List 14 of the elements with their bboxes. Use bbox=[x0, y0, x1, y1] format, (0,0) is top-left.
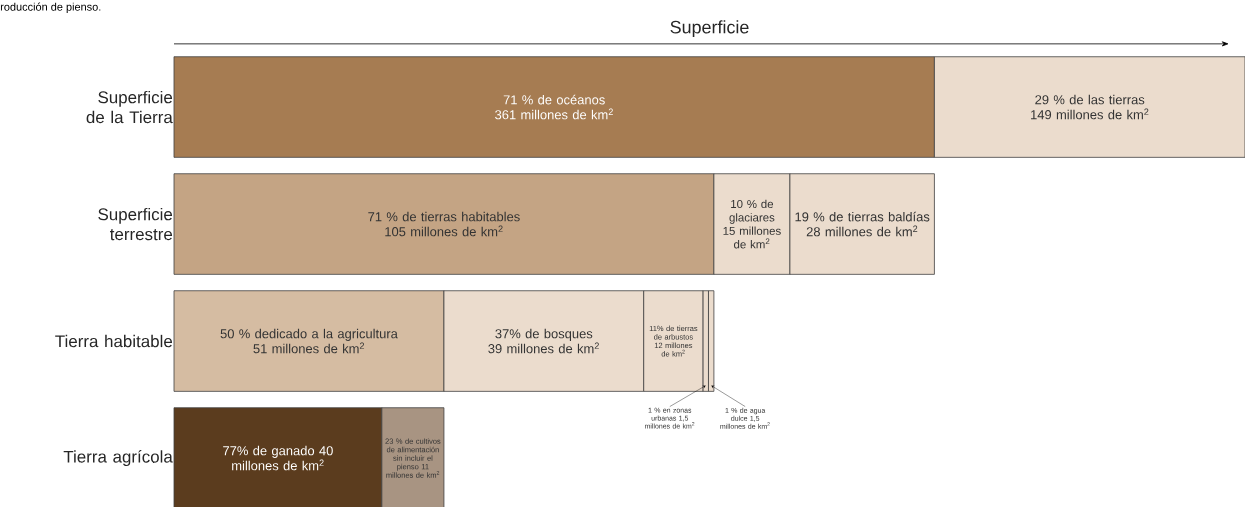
data-label: 29 % de las tierras 149 millones de km$^{2}$ bbox=[1031, 94, 1149, 120]
data-label: 77% de ganado 40 millones de km$^{2}$ bbox=[223, 445, 333, 471]
data-label: 19 % de tierras baldías 28 millones de km$^{2}$ bbox=[795, 211, 930, 237]
data-label: 10 % de glaciares 15 millones de km$^{2}$ bbox=[723, 199, 781, 249]
y-tick-label: Tierra habitable bbox=[55, 334, 173, 348]
data-label: 37% de bosques 39 millones de km$^{2}$ bbox=[488, 328, 599, 354]
text: roducción de pienso. bbox=[0, 2, 101, 13]
y-tick-label: Superficie terrestre bbox=[98, 207, 173, 241]
data-label: 71 % de océanos 361 millones de km$^{2}$ bbox=[495, 94, 613, 120]
data-label: 50 % dedicado a la agricultura 51 millones de km$^{2}$ bbox=[220, 328, 398, 354]
x-axis-title: Superficie bbox=[670, 20, 749, 37]
y-tick-label: Superficie de la Tierra bbox=[86, 90, 173, 124]
y-tick-label: Tierra agrícola bbox=[63, 449, 173, 466]
data-label: 71 % de tierras habitables 105 millones de km$^{2}$ bbox=[368, 211, 520, 237]
